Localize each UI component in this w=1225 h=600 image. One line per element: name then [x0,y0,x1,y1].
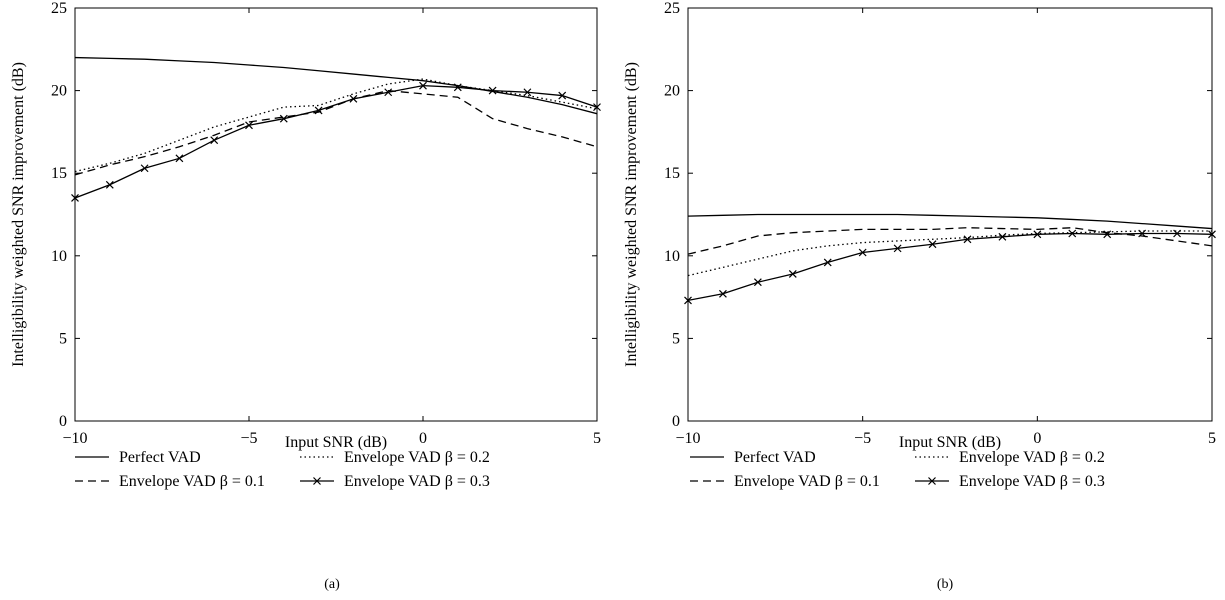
data-point-marker [753,278,762,287]
legend-label-2: Envelope VAD β = 0.2 [344,449,490,466]
x-axis-label: Input SNR (dB) [285,434,387,451]
data-point-marker [523,88,532,97]
legend-label-3: Envelope VAD β = 0.3 [959,473,1105,490]
data-point-marker [1033,230,1042,239]
y-tick-label: 10 [51,248,67,265]
panel-caption: (b) [937,577,954,592]
y-axis-label: Intelligibility weighted SNR improvement… [10,62,27,367]
data-point-marker [558,91,567,100]
y-tick-label: 20 [51,83,67,100]
data-point-marker [593,103,601,112]
y-tick-label: 0 [59,413,67,430]
plot-frame [74,7,598,422]
y-tick-label: 20 [664,83,680,100]
data-point-marker [71,194,79,202]
data-point-marker [140,164,149,173]
series-line-1 [75,89,597,176]
series-line-2 [688,230,1212,277]
data-point-marker [314,106,323,115]
data-point-marker [893,244,902,253]
data-point-marker [788,270,797,278]
x-tick-label: −10 [62,430,87,447]
data-point-marker [1173,229,1181,238]
legend-label-0: Perfect VAD [119,449,201,466]
legend-label-1: Envelope VAD β = 0.1 [119,473,265,490]
data-point-marker [963,235,972,244]
data-point-marker [488,86,497,95]
y-axis-label: Intelligibility weighted SNR improvement… [623,62,640,367]
chart-panel-b: −10 −5 0 5 0 5 10 15 20 25 Input SNR (dB) Intelligi… [623,0,1216,592]
data-point-marker [1138,229,1147,238]
data-point-marker [175,154,184,163]
x-tick-label: 5 [1208,430,1216,447]
data-point-marker [1103,230,1112,239]
series-line-3 [688,232,1212,302]
legend: Perfect VAD Envelope VAD β = 0.1 Envelope … [690,449,1105,490]
data-point-marker [1208,230,1216,239]
data-point-marker [1068,229,1077,238]
data-point-marker [858,248,867,257]
legend: Perfect VAD Envelope VAD β = 0.1 Envelope … [75,449,490,490]
y-tick-label: 0 [672,413,680,430]
y-tick-label: 5 [672,330,680,347]
data-point-marker [279,114,288,123]
series-line-0 [688,213,1212,230]
x-tick-label: 0 [1033,430,1041,447]
plot-frame [687,7,1213,422]
data-point-marker [419,81,427,90]
data-point-marker [210,136,219,145]
data-point-marker [928,240,937,249]
data-point-marker [105,180,114,189]
data-point-marker [384,88,393,97]
data-point-marker [998,232,1007,241]
x-tick-label: −5 [854,430,871,447]
panel-caption: (a) [324,577,340,592]
legend-label-1: Envelope VAD β = 0.1 [734,473,880,490]
y-tick-label: 5 [59,330,67,347]
legend-marker [313,477,321,485]
x-tick-label: −5 [240,430,257,447]
y-tick-label: 15 [664,165,680,182]
y-tick-label: 10 [664,248,680,265]
series-line-0 [75,56,597,115]
data-point-marker [823,258,832,267]
series-line-3 [75,84,597,199]
series-line-2 [75,78,597,173]
legend-label-0: Perfect VAD [734,449,816,466]
chart-panel-a: −10 −5 0 5 0 5 10 15 20 25 Input SNR (dB) Intelligi… [10,0,601,592]
data-point-marker [245,121,253,130]
legend-marker [928,477,936,485]
series-line-1 [688,227,1212,255]
x-axis-label: Input SNR (dB) [899,434,1001,451]
x-tick-label: −10 [675,430,700,447]
x-tick-label: 5 [593,430,601,447]
y-tick-label: 15 [51,165,67,182]
data-point-marker [453,83,462,92]
data-point-marker [684,296,692,305]
x-tick-label: 0 [419,430,427,447]
legend-label-2: Envelope VAD β = 0.2 [959,449,1105,466]
y-tick-label: 25 [664,0,680,17]
y-tick-label: 25 [51,0,67,17]
data-point-marker [719,289,727,298]
data-point-marker [349,94,358,103]
legend-label-3: Envelope VAD β = 0.3 [344,473,490,490]
